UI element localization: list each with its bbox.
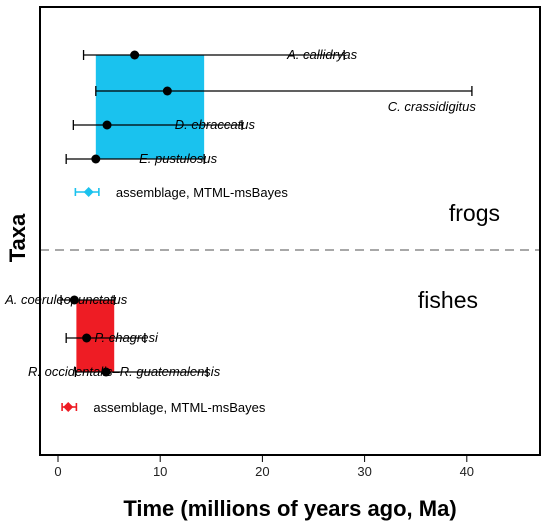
- taxon-label: D. ebraccatus: [175, 117, 256, 132]
- x-axis-title: Time (millions of years ago, Ma): [123, 496, 456, 521]
- y-axis-title: Taxa: [5, 213, 30, 262]
- taxon-point: [101, 367, 111, 377]
- taxon-label: A. coeruleopunctatus: [4, 292, 128, 307]
- plot-frame: [39, 6, 541, 456]
- taxon-label: R. occidentalis–R. guatemalensis: [28, 364, 221, 379]
- x-tick-label: 40: [460, 464, 474, 479]
- assemblage-label: assemblage, MTML-msBayes: [116, 185, 288, 200]
- taxon-label: E. pustulosus: [139, 151, 218, 166]
- group-label: fishes: [418, 287, 478, 313]
- taxon-label: A. callidryas: [286, 47, 358, 62]
- taxon-point: [130, 50, 140, 60]
- assemblage-label: assemblage, MTML-msBayes: [93, 400, 265, 415]
- taxon-point: [91, 154, 101, 164]
- taxon-point: [69, 295, 79, 305]
- taxon-label: C. crassidigitus: [388, 99, 477, 114]
- group-label: frogs: [449, 200, 500, 226]
- plot-area: A. callidryas C. crassidigitus D. ebraccat…: [4, 6, 541, 479]
- taxon-point: [162, 86, 172, 96]
- taxon-point: [82, 333, 92, 343]
- assemblage-point: [63, 402, 74, 412]
- taxon-label: P. chagresi: [95, 330, 159, 345]
- assemblage-point: [83, 187, 94, 197]
- x-tick-label: 30: [357, 464, 371, 479]
- taxon-point: [102, 120, 112, 130]
- x-tick-label: 20: [255, 464, 269, 479]
- x-tick-label: 10: [153, 464, 167, 479]
- x-tick-label: 0: [54, 464, 61, 479]
- credible-interval-box: [95, 55, 205, 159]
